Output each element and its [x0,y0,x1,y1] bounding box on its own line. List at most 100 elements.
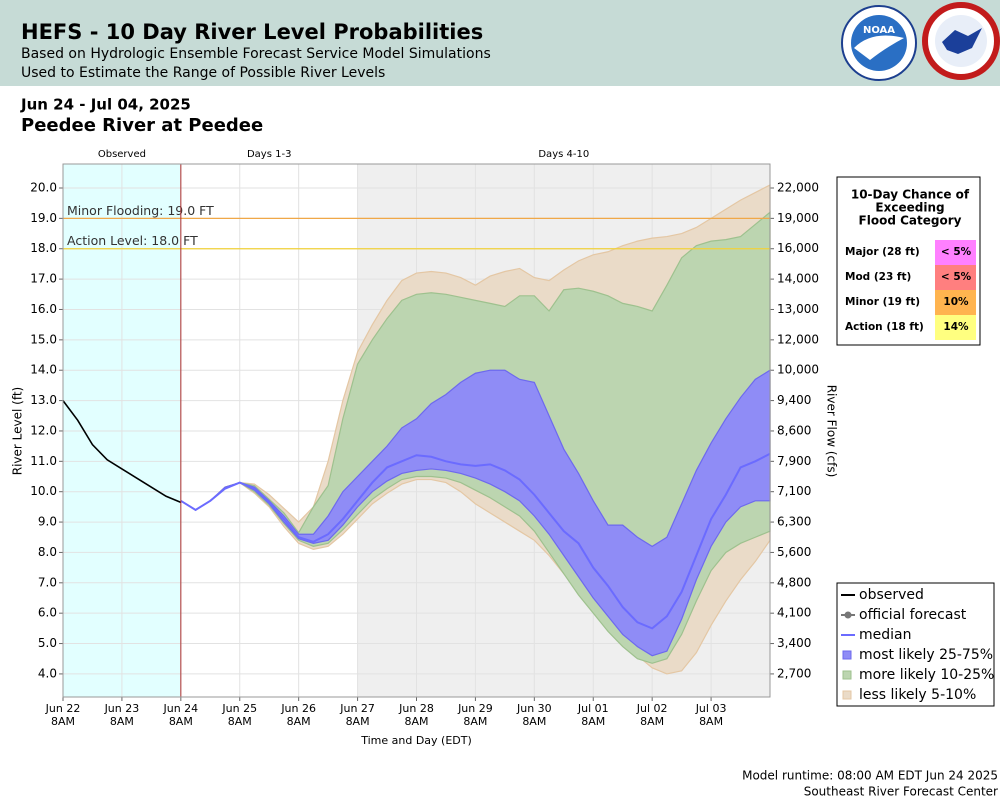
x-tick-line: Jun 30 [516,702,552,715]
x-tick-line: 8AM [51,715,75,728]
y-tick-label: 14.0 [30,363,57,377]
flood-chance-cell [935,240,976,265]
legend-box [836,582,995,707]
y-tick-label: 9.0 [38,515,57,529]
y-tick-label: 11.0 [30,454,57,468]
y2-tick-label: 8,600 [777,423,811,437]
legend-label: less likely 5-10% [859,687,976,703]
x-tick-label: Jun 23 8AM [104,702,140,728]
legend-label: official forecast [859,607,967,623]
y-tick-label: 4.0 [38,666,57,680]
x-tick-label: Jun 29 8AM [457,702,493,728]
legend-label: median [859,627,911,643]
y-tick-label: 20.0 [30,180,57,194]
x-tick-line: Jun 27 [339,702,375,715]
flood-table-title: 10-Day Chance of [851,188,970,202]
y-tick-label: 6.0 [38,606,57,620]
y-tick-label: 10.0 [30,484,57,498]
x-tick-line: 8AM [640,715,664,728]
y-tick-label: 15.0 [30,332,57,346]
x-tick-line: Jun 26 [280,702,316,715]
x-tick-line: Jun 24 [162,702,198,715]
nws-logo [922,2,1000,80]
x-tick-line: 8AM [699,715,723,728]
footer-runtime: Model runtime: 08:00 AM EDT Jun 24 2025 [742,769,998,783]
noaa-logo: NOAA [841,5,917,81]
logo-text: NOAA [863,25,895,36]
flood-chance: < 5% [941,271,972,283]
date-range: Jun 24 - Jul 04, 2025 [20,96,191,114]
y2-tick-label: 13,000 [777,302,819,316]
plot-border [62,163,771,698]
region-label: Observed [98,149,146,160]
legend-dot [844,611,852,619]
flood-chance-cell [935,315,976,340]
flood-category: Minor (19 ft) [845,296,920,308]
x-tick-label: Jun 22 8AM [45,702,81,728]
y2-tick-label: 7,900 [777,454,811,468]
y2-tick-label: 14,000 [777,272,819,286]
flood-chance: 14% [943,321,969,333]
flood-table-title: Exceeding [875,201,944,215]
y2-tick-label: 4,800 [777,575,811,589]
x-tick-line: Jul 02 [636,702,668,715]
x-tick-label: Jul 03 8AM [695,702,727,728]
y-tick-label: 12.0 [30,423,57,437]
y2-tick-label: 12,000 [777,332,819,346]
x-tick-line: Jun 25 [221,702,257,715]
x-tick-line: 8AM [110,715,134,728]
header-subtitle: Based on Hydrologic Ensemble Forecast Se… [21,46,491,62]
y2-tick-label: 22,000 [777,180,819,194]
x-tick-line: 8AM [169,715,193,728]
x-tick-line: Jun 23 [104,702,140,715]
x-tick-label: Jun 25 8AM [221,702,257,728]
x-tick-label: Jun 30 8AM [516,702,552,728]
flood-chance: < 5% [941,246,972,258]
flood-category: Action (18 ft) [845,321,924,333]
y-tick-label: 8.0 [38,545,57,559]
flood-chance: 10% [943,296,969,308]
x-tick-line: Jun 28 [398,702,434,715]
y2-tick-label: 7,100 [777,484,811,498]
y-tick-label: 7.0 [38,575,57,589]
y2-tick-label: 9,400 [777,393,811,407]
x-tick-line: 8AM [287,715,311,728]
region-label: Days 1-3 [247,149,291,160]
x-tick-line: 8AM [404,715,428,728]
flood-category: Mod (23 ft) [845,271,911,283]
flood-table-title: Flood Category [859,214,962,228]
y-axis-label: River Level (ft) [11,387,25,475]
x-tick-label: Jun 27 8AM [339,702,375,728]
x-tick-label: Jul 01 8AM [577,702,609,728]
flood-category: Major (28 ft) [845,246,920,258]
y2-tick-label: 3,400 [777,636,811,650]
series-line [180,452,771,630]
x-tick-line: 8AM [522,715,546,728]
flood-chance-cell [935,290,976,315]
y2-tick-label: 2,700 [777,666,811,680]
x-tick-line: 8AM [346,715,370,728]
footer-center: Southeast River Forecast Center [804,785,998,799]
y2-axis-label: River Flow (cfs) [825,385,839,478]
y-tick-label: 18.0 [30,241,57,255]
legend-label: most likely 25-75% [859,647,993,663]
x-tick-label: Jun 26 8AM [280,702,316,728]
legend-swatch [842,670,852,680]
header-band [0,0,1000,86]
region-label: Days 4-10 [538,149,589,160]
y2-tick-label: 4,100 [777,606,811,620]
y2-tick-label: 5,600 [777,545,811,559]
y-tick-label: 17.0 [30,272,57,286]
y-tick-label: 5.0 [38,636,57,650]
y2-tick-label: 10,000 [777,363,819,377]
y-tick-label: 13.0 [30,393,57,407]
legend-label: more likely 10-25% [859,667,994,683]
header-subtitle: Used to Estimate the Range of Possible R… [21,65,385,81]
x-tick-line: Jul 01 [577,702,609,715]
y-tick-label: 19.0 [30,211,57,225]
x-tick-label: Jun 24 8AM [162,702,198,728]
x-tick-line: Jun 22 [45,702,81,715]
y2-tick-label: 16,000 [777,241,819,255]
header-title: HEFS - 10 Day River Level Probabilities [21,20,483,44]
